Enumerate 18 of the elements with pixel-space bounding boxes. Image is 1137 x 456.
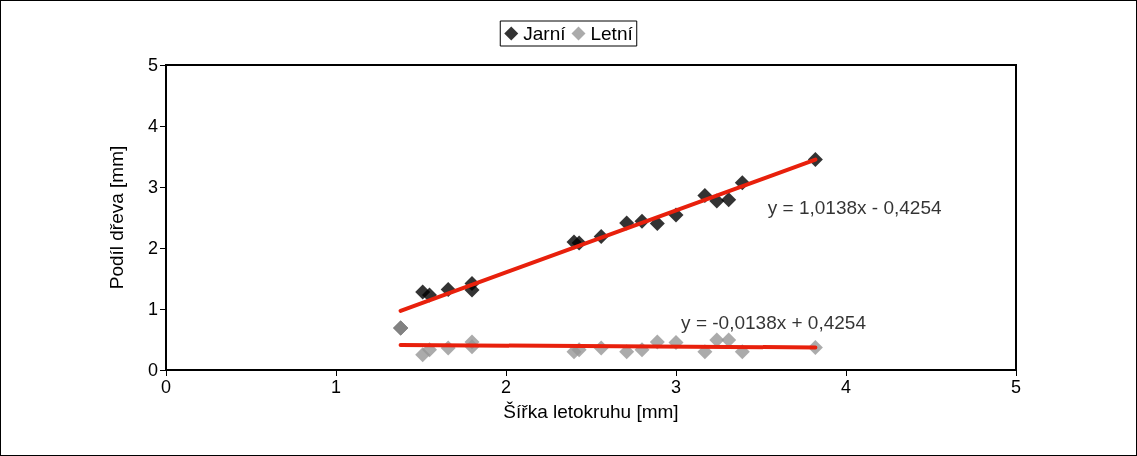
x-tick-label: 5 (1010, 377, 1022, 397)
y-tick-label: 4 (147, 116, 158, 136)
annotation: y = -0,0138x + 0,4254 (681, 311, 867, 333)
x-axis-title: Šířka letokruhu [mm] (503, 401, 679, 422)
y-tick-label: 0 (147, 360, 158, 380)
x-tick-label: 1 (330, 377, 342, 397)
y-tick-label: 3 (147, 177, 158, 197)
legend-label: Jarní (523, 23, 567, 44)
annotation: y = 1,0138x - 0,4254 (767, 196, 942, 218)
y-tick-label: 1 (147, 299, 158, 319)
y-tick-label: 2 (147, 238, 158, 258)
y-axis-title: Podíl dřeva [mm] (106, 145, 127, 290)
x-tick-label: 4 (840, 377, 852, 397)
x-tick-label: 0 (160, 377, 172, 397)
legend-label: Letní (590, 23, 634, 44)
y-tick-label: 5 (147, 55, 158, 75)
x-tick-label: 2 (500, 377, 512, 397)
x-tick-label: 3 (670, 377, 682, 397)
